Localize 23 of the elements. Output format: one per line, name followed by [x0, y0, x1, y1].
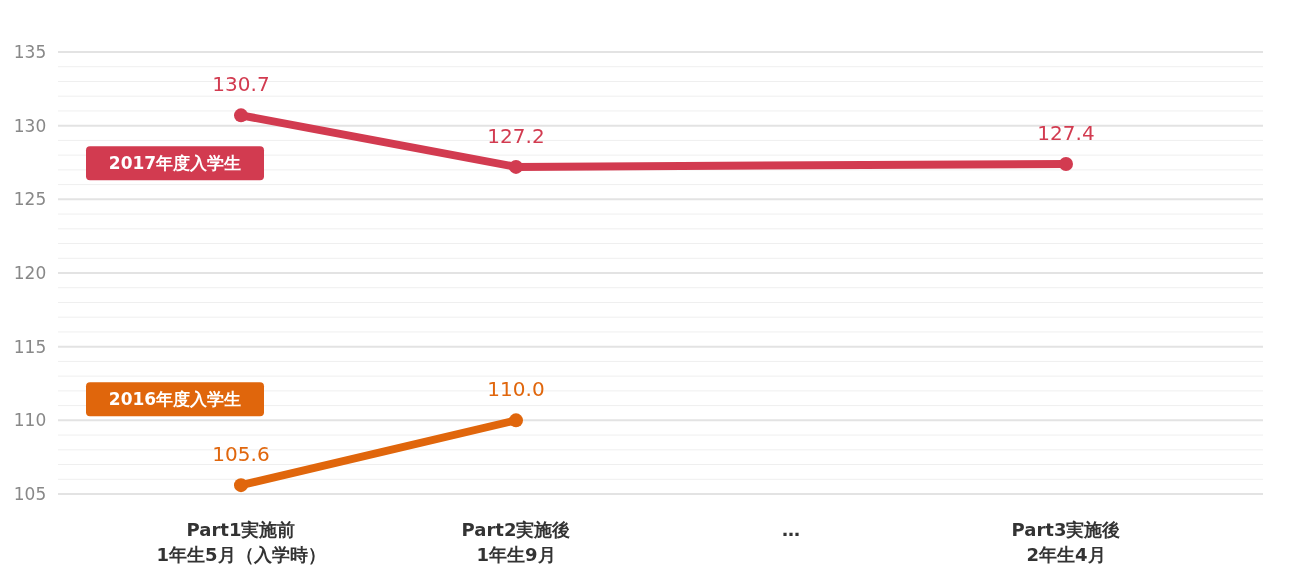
x-tick-label: Part2実施後 1年生9月 — [461, 519, 571, 565]
y-tick-label: 120 — [13, 263, 47, 283]
data-label: 130.7 — [212, 72, 270, 97]
data-label: 127.4 — [1037, 120, 1095, 145]
y-tick-label: 135 — [13, 42, 47, 62]
point — [509, 413, 523, 428]
point — [1059, 156, 1073, 171]
x-tick-label: Part1実施前 1年生5月（入学時） — [156, 519, 326, 565]
x-tick-label: Part3実施後 2年生4月 — [1011, 519, 1121, 565]
x-tick-label: … — [782, 519, 800, 540]
y-tick-label: 105 — [13, 484, 47, 504]
y-tick-label: 115 — [13, 336, 47, 357]
data-label: 110.0 — [487, 377, 545, 402]
point — [234, 478, 248, 493]
y-tick-label: 125 — [13, 189, 47, 210]
point — [509, 159, 523, 174]
y-tick-label: 110 — [13, 410, 47, 431]
y-tick-label: 130 — [13, 115, 47, 136]
data-label: 127.2 — [487, 123, 545, 148]
data-label: 105.6 — [212, 442, 270, 467]
text: 2016年度入学生 — [108, 389, 242, 410]
series-label: 2017年度入学生 — [108, 153, 242, 174]
point — [234, 108, 248, 123]
